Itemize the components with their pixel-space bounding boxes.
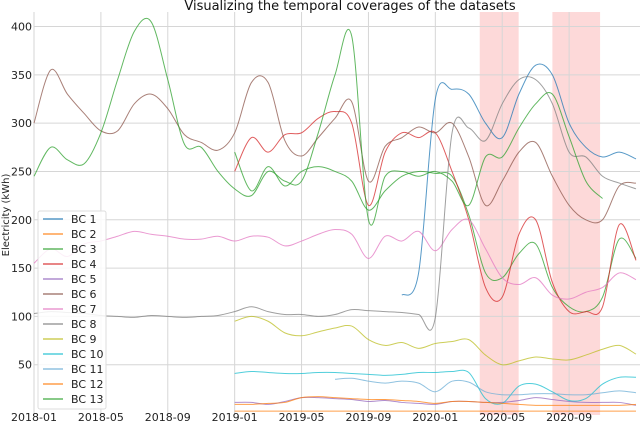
legend-label: BC 13	[71, 393, 104, 406]
x-tick-label: 2020-01	[412, 411, 458, 424]
y-tick-label: 100	[11, 310, 32, 323]
legend-label: BC 8	[71, 318, 97, 331]
legend-label: BC 4	[71, 258, 97, 271]
x-tick-label: 2018-05	[78, 411, 124, 424]
series-line-bc-3	[234, 151, 637, 313]
y-tick-label: 200	[11, 214, 32, 227]
series-line-bc-13	[33, 17, 603, 226]
shaded-periods	[479, 12, 601, 415]
y-tick-label: 350	[11, 69, 32, 82]
legend-label: BC 11	[71, 363, 104, 376]
legend-label: BC 10	[71, 348, 104, 361]
legend-label: BC 3	[71, 243, 97, 256]
legend-label: BC 6	[71, 288, 97, 301]
chart-title: Visualizing the temporal coverages of th…	[184, 0, 516, 14]
legend-label: BC 2	[71, 228, 97, 241]
y-tick-label: 50	[18, 359, 32, 372]
legend: BC 1 BC 2 BC 3 BC 4 BC 5 BC 6 BC 7 BC 8 BC 9 BC 1…	[37, 210, 107, 410]
legend-label: BC 5	[71, 273, 97, 286]
grid	[33, 12, 640, 415]
series-line-bc-8	[33, 76, 637, 331]
series-line-bc-10	[234, 369, 637, 405]
series-line-bc-1	[401, 63, 637, 296]
legend-label: BC 1	[71, 213, 97, 226]
x-tick-label: 2019-05	[279, 411, 325, 424]
x-tick-label: 2020-05	[479, 411, 525, 424]
y-tick-label: 150	[11, 262, 32, 275]
x-tick-label: 2019-09	[345, 411, 391, 424]
x-tick-label: 2019-01	[212, 411, 258, 424]
x-tick-label: 2020-09	[546, 411, 592, 424]
legend-label: BC 12	[71, 378, 104, 391]
y-axis-label: Electricity (kWh)	[1, 174, 12, 257]
series-line-bc-11	[334, 377, 637, 396]
y-tick-label: 300	[11, 117, 32, 130]
x-tick-label: 2018-09	[145, 411, 191, 424]
y-tick-label: 400	[11, 20, 32, 33]
y-tick-label: 250	[11, 165, 32, 178]
legend-label: BC 9	[71, 333, 97, 346]
series-lines	[33, 17, 637, 412]
shaded-period	[479, 12, 519, 415]
x-tick-label: 2018-01	[11, 411, 57, 424]
series-line-bc-12	[234, 396, 637, 406]
tick-labels: 2018-01 2018-05 2018-09 2019-01 2019-05 2019-…	[11, 20, 592, 424]
legend-label: BC 7	[71, 303, 97, 316]
series-line-bc-9	[234, 315, 637, 366]
series-line-bc-6	[33, 68, 637, 224]
legend-box	[37, 210, 107, 410]
series-line-bc-7	[33, 218, 637, 300]
